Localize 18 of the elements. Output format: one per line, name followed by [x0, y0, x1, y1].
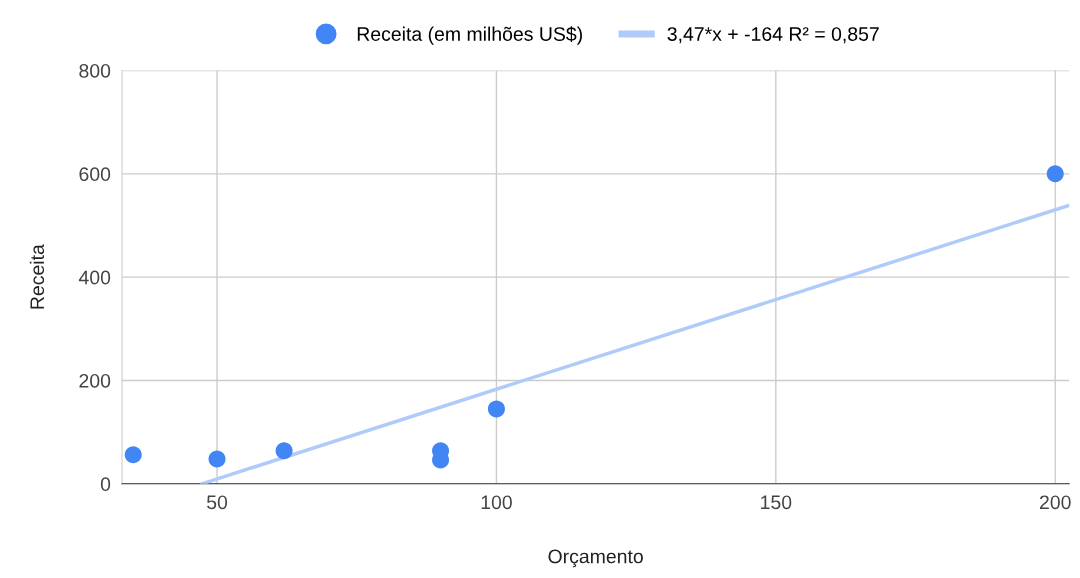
x-tick-label: 150 [761, 495, 792, 510]
y-axis-title: Receita [29, 244, 45, 309]
x-tick-label: 100 [481, 495, 512, 510]
legend-label: 3,47*x + -164 R² = 0,857 [667, 27, 879, 44]
legend-label: Receita (em milhões US$) [357, 26, 582, 45]
y-tick-label: 400 [78, 270, 111, 285]
point [208, 450, 226, 468]
point [1046, 165, 1064, 183]
y-tick-label: 800 [79, 63, 111, 78]
y-tick-label: 0 [100, 477, 111, 492]
y-tick-label: 600 [79, 167, 111, 182]
x-tick-label: 50 [207, 495, 228, 510]
x-tick-label: 200 [1039, 495, 1071, 510]
point [124, 446, 142, 464]
y-tick-label: 200 [79, 373, 111, 388]
point [275, 442, 293, 460]
point [487, 400, 505, 418]
x-axis-title: Orçamento [548, 549, 643, 568]
